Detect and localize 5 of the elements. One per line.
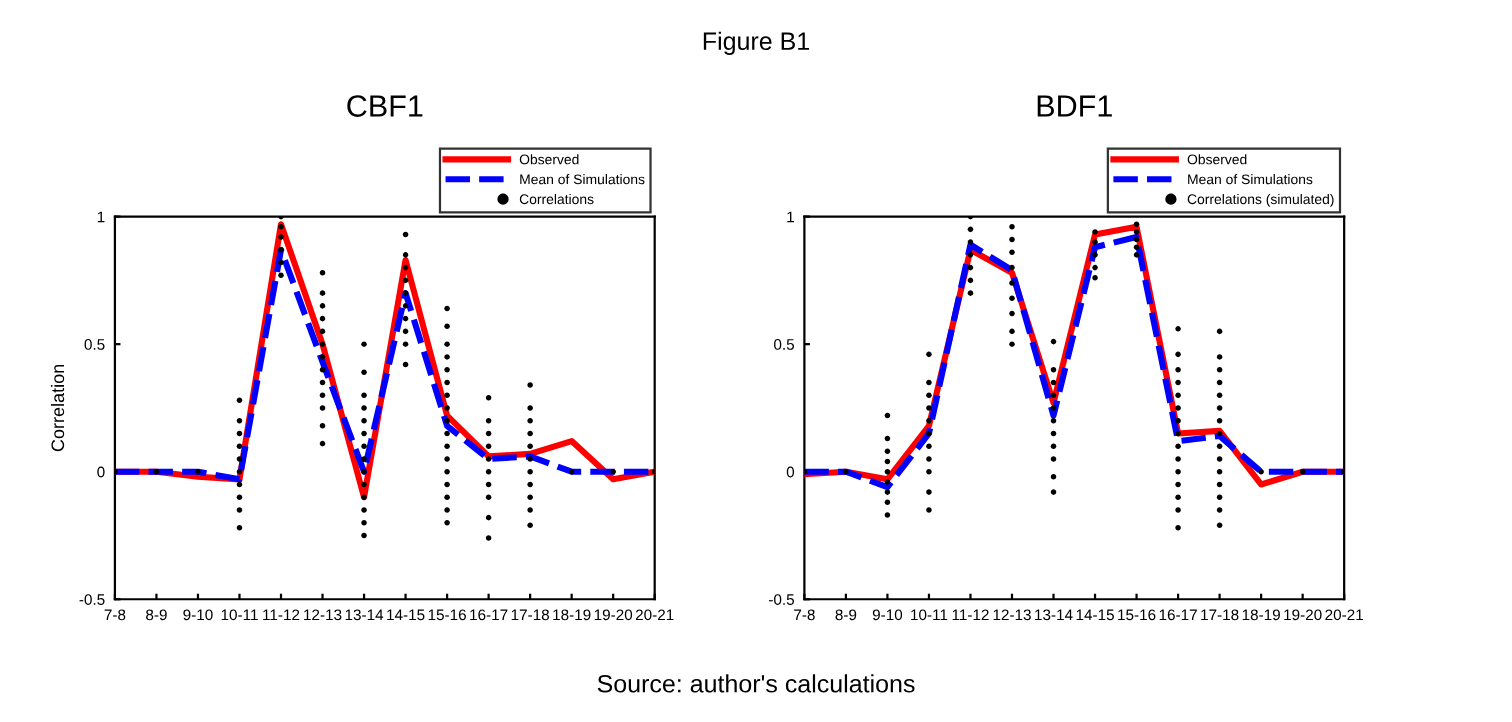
- chart-title: CBF1: [347, 95, 423, 117]
- chart-title: BDF1: [1037, 95, 1112, 117]
- source-note: Source: author's calculations: [597, 674, 915, 693]
- caption: Figure B1: [703, 31, 809, 55]
- y-axis-title: Correlation: [50, 364, 65, 452]
